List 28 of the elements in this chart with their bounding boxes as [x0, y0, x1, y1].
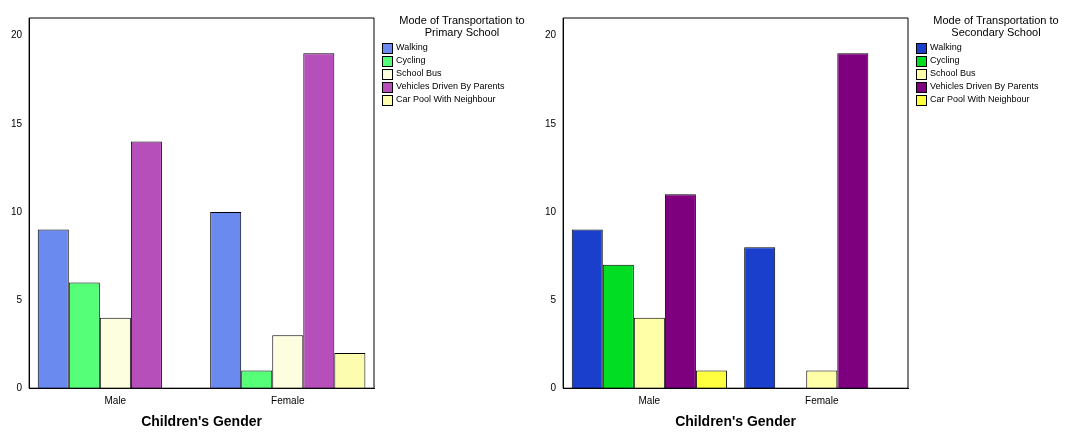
x-axis-title: Children's Gender	[675, 413, 797, 430]
legend-label: Cycling	[930, 55, 960, 65]
y-tick-label: 20	[545, 29, 557, 41]
legend-label: School Bus	[930, 68, 976, 78]
y-tick-label: 20	[11, 29, 23, 41]
x-tick-label: Female	[271, 394, 305, 406]
y-tick-label: 5	[550, 293, 557, 305]
x-tick-label: Male	[104, 394, 127, 406]
legend-label: Vehicles Driven By Parents	[930, 81, 1039, 91]
legend-label: Walking	[930, 42, 962, 52]
x-axis-title: Children's Gender	[141, 413, 263, 430]
y-tick-label: 0	[16, 381, 23, 393]
legend-label: Walking	[396, 42, 428, 52]
y-tick-label: 15	[11, 117, 23, 129]
x-tick-label: Male	[638, 394, 661, 406]
legend-label: Vehicles Driven By Parents	[396, 81, 505, 91]
legend-label: Car Pool With Neighbour	[396, 94, 496, 104]
y-tick-label: 15	[545, 117, 557, 129]
legend-label: Car Pool With Neighbour	[930, 94, 1030, 104]
x-tick-label: Female	[805, 394, 839, 406]
y-tick-label: 5	[16, 293, 23, 305]
legend-label: Cycling	[396, 55, 426, 65]
y-tick-label: 10	[545, 205, 557, 217]
legend-title: Mode of Transportation to Primary School	[398, 14, 526, 38]
y-tick-label: 0	[550, 381, 557, 393]
legend-label: School Bus	[396, 68, 442, 78]
legend-title: Mode of Transportation to Secondary School	[932, 14, 1060, 38]
y-tick-label: 10	[11, 205, 23, 217]
